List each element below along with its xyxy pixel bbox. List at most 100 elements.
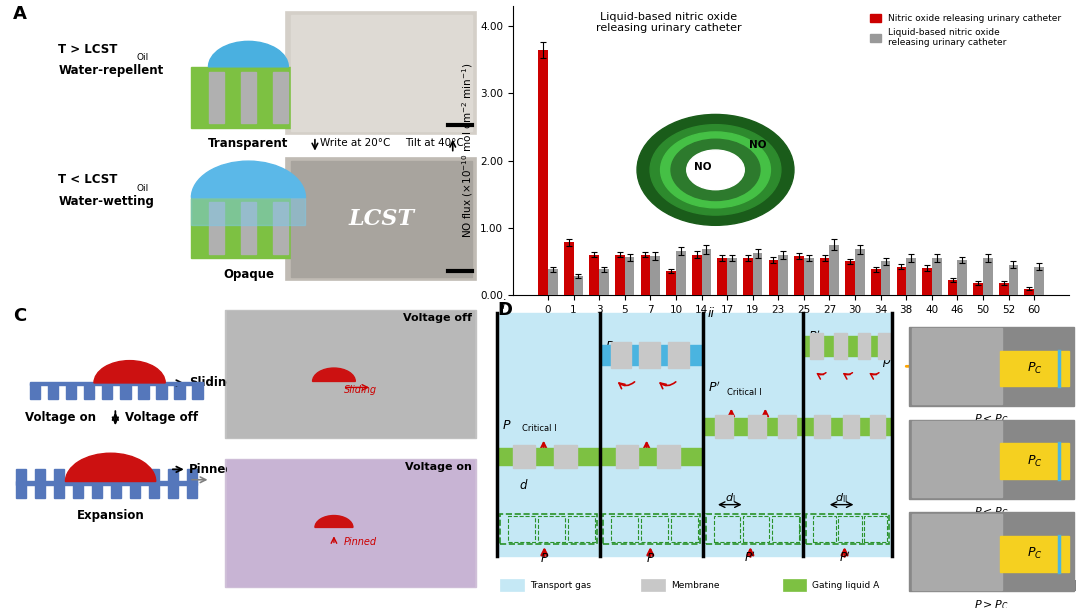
Bar bbox=[958, 260, 968, 295]
Bar bbox=[706, 514, 800, 544]
Bar bbox=[650, 256, 660, 295]
Bar bbox=[225, 459, 476, 587]
Text: $d_{\rm II}$: $d_{\rm II}$ bbox=[835, 492, 848, 505]
Text: Expansion: Expansion bbox=[77, 509, 145, 522]
Bar bbox=[1009, 264, 1018, 295]
Text: Critical II: Critical II bbox=[620, 345, 657, 354]
Text: $P$: $P$ bbox=[646, 553, 654, 565]
Text: T < LCST: T < LCST bbox=[58, 173, 118, 186]
Text: $p$: $p$ bbox=[882, 355, 892, 370]
Wedge shape bbox=[191, 161, 306, 198]
Text: ii: ii bbox=[708, 307, 715, 320]
Text: $P_C$: $P_C$ bbox=[1027, 454, 1042, 469]
Bar bbox=[859, 333, 870, 359]
Bar bbox=[932, 258, 942, 295]
Bar bbox=[72, 469, 83, 497]
Text: Voltage on: Voltage on bbox=[25, 411, 96, 424]
Bar bbox=[820, 258, 829, 295]
Bar bbox=[600, 313, 703, 556]
Bar bbox=[48, 383, 58, 399]
Bar bbox=[906, 258, 916, 295]
Text: $P'$: $P'$ bbox=[838, 551, 851, 565]
Bar bbox=[273, 202, 287, 254]
Bar bbox=[292, 15, 472, 131]
Bar bbox=[714, 516, 740, 542]
Bar bbox=[149, 469, 159, 497]
Bar bbox=[913, 328, 1002, 404]
Bar bbox=[909, 327, 1075, 406]
Bar bbox=[772, 516, 798, 542]
Bar bbox=[913, 514, 1002, 590]
Text: Voltage off: Voltage off bbox=[125, 411, 198, 424]
Text: Gating liquid B: Gating liquid B bbox=[954, 581, 1021, 590]
Text: Pinned: Pinned bbox=[343, 537, 377, 547]
Bar bbox=[829, 244, 839, 295]
Text: Tilt at 40°C: Tilt at 40°C bbox=[405, 138, 464, 148]
Bar bbox=[715, 415, 733, 438]
Bar bbox=[639, 342, 660, 368]
Text: Transparent: Transparent bbox=[208, 137, 288, 150]
Bar bbox=[15, 482, 197, 485]
Bar bbox=[973, 283, 983, 295]
Bar bbox=[804, 313, 892, 556]
Text: A: A bbox=[13, 4, 27, 22]
Bar bbox=[120, 383, 131, 399]
Bar bbox=[671, 516, 699, 542]
Wedge shape bbox=[312, 368, 355, 381]
Bar bbox=[813, 516, 836, 542]
Bar bbox=[783, 579, 807, 591]
Text: $P < P_C$: $P < P_C$ bbox=[974, 412, 1009, 426]
Ellipse shape bbox=[671, 139, 760, 201]
Bar bbox=[676, 251, 686, 295]
Bar bbox=[241, 72, 256, 123]
Text: Pinned: Pinned bbox=[189, 463, 234, 476]
Bar bbox=[748, 415, 767, 438]
Bar bbox=[84, 383, 94, 399]
Text: Write at 20°C: Write at 20°C bbox=[320, 138, 390, 148]
Text: $P$: $P$ bbox=[605, 340, 615, 353]
Bar bbox=[187, 469, 197, 497]
Bar bbox=[191, 67, 306, 128]
Bar bbox=[743, 258, 753, 295]
Bar bbox=[702, 249, 712, 295]
Bar bbox=[753, 254, 762, 295]
Bar bbox=[779, 415, 796, 438]
Text: Sliding: Sliding bbox=[189, 376, 234, 390]
Bar bbox=[838, 516, 862, 542]
Bar bbox=[642, 516, 669, 542]
Bar bbox=[843, 415, 859, 438]
Bar bbox=[999, 283, 1009, 295]
Bar bbox=[600, 345, 703, 365]
Bar bbox=[913, 421, 1002, 497]
Bar bbox=[30, 383, 40, 399]
Bar bbox=[610, 342, 631, 368]
Bar bbox=[794, 256, 804, 295]
Bar bbox=[191, 198, 306, 225]
Bar bbox=[814, 415, 829, 438]
Text: Water-wetting: Water-wetting bbox=[58, 195, 154, 207]
Text: NO: NO bbox=[748, 140, 766, 150]
Text: Transport gas: Transport gas bbox=[529, 581, 591, 590]
Bar bbox=[500, 514, 597, 544]
Bar bbox=[1025, 289, 1035, 295]
Bar bbox=[210, 72, 224, 123]
Text: Liquid-based nitric oxide
releasing urinary catheter: Liquid-based nitric oxide releasing urin… bbox=[596, 12, 742, 33]
Bar bbox=[1000, 350, 1069, 386]
Bar bbox=[292, 161, 472, 277]
Bar bbox=[669, 342, 689, 368]
Bar bbox=[743, 516, 769, 542]
Text: $d$: $d$ bbox=[519, 478, 528, 492]
Text: Oil: Oil bbox=[137, 184, 149, 193]
Bar bbox=[909, 512, 1075, 591]
Bar bbox=[642, 579, 665, 591]
Bar bbox=[102, 383, 112, 399]
Bar bbox=[880, 261, 890, 295]
Bar bbox=[870, 269, 880, 295]
Text: Critical II: Critical II bbox=[827, 336, 864, 345]
Bar bbox=[855, 249, 865, 295]
Bar bbox=[1000, 443, 1069, 479]
Bar bbox=[703, 313, 804, 556]
Bar bbox=[640, 255, 650, 295]
Ellipse shape bbox=[637, 114, 794, 226]
Bar bbox=[616, 445, 638, 468]
